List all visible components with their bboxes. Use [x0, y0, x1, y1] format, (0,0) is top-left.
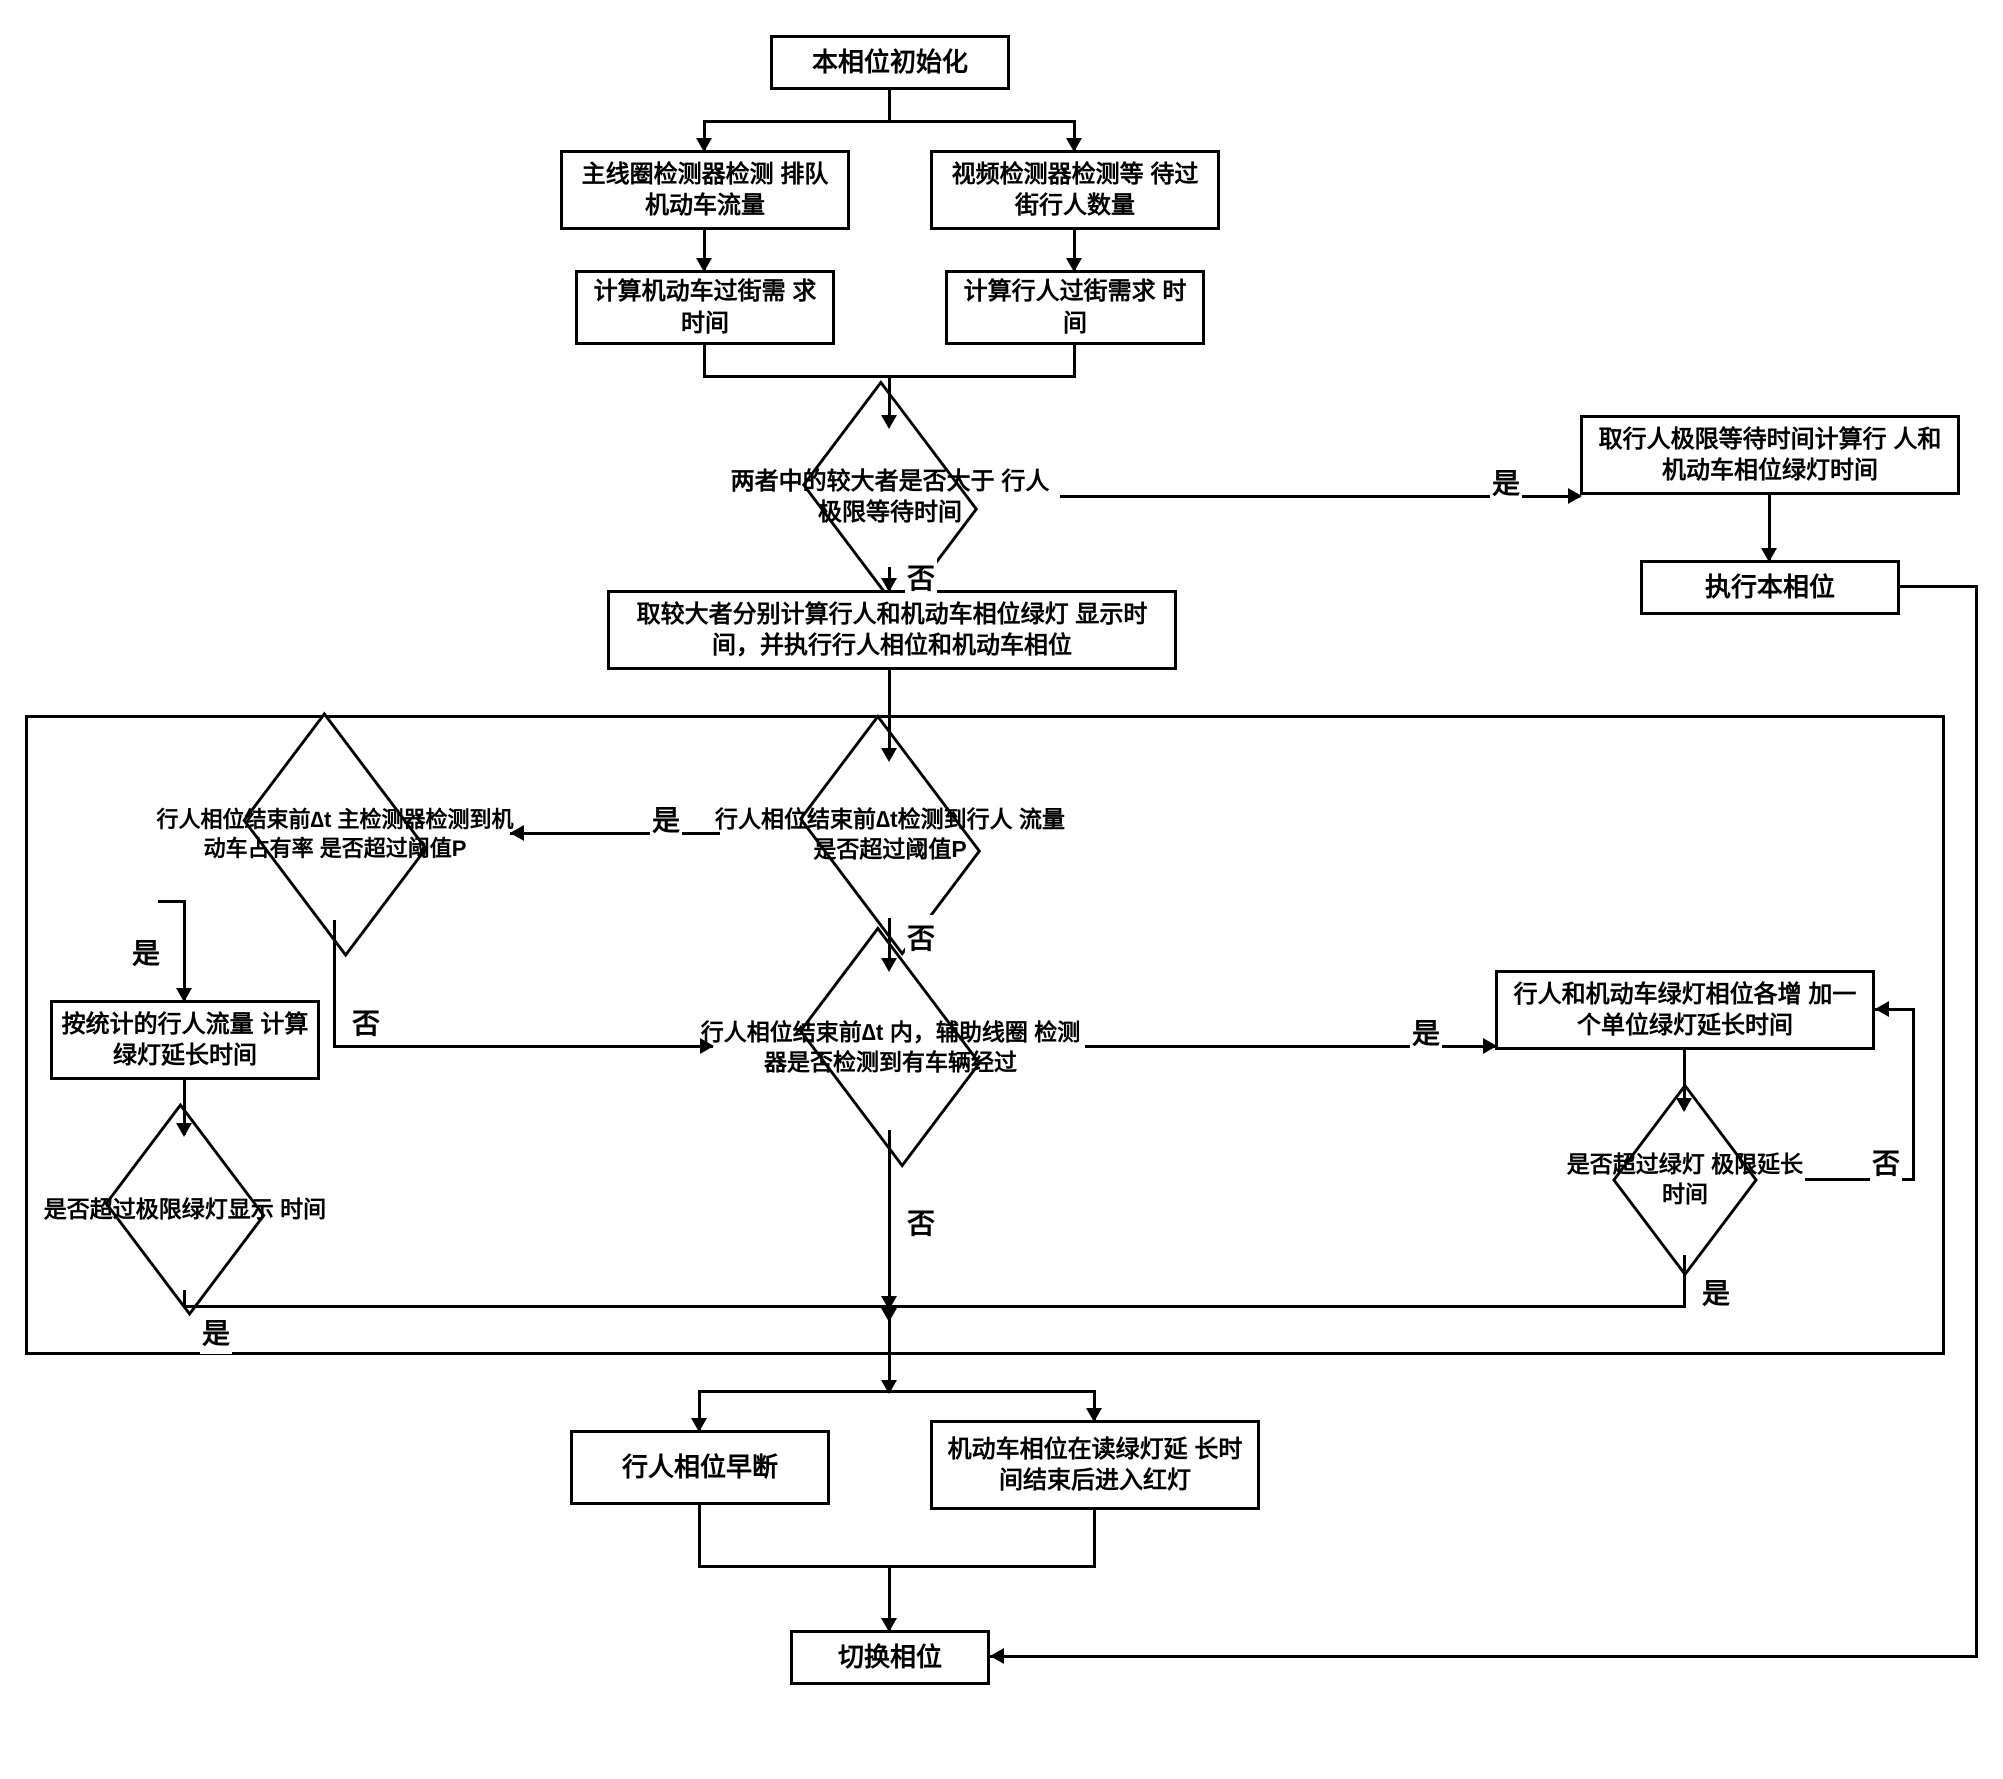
text: 视频检测器检测等 待过街行人数量 [941, 159, 1209, 221]
label-yes: 是 [130, 930, 162, 974]
edge [1073, 345, 1076, 375]
node-exec-phase: 执行本相位 [1640, 560, 1900, 615]
node-limit-time: 取行人极限等待时间计算行 人和机动车相位绿灯时间 [1580, 415, 1960, 495]
arrow-icon [881, 415, 897, 429]
node-init: 本相位初始化 [770, 35, 1010, 90]
arrow-icon [1676, 1098, 1692, 1112]
arrow-icon [1875, 1001, 1889, 1017]
edge [183, 1290, 186, 1305]
arrow-icon [696, 258, 712, 272]
edge [158, 900, 186, 903]
node-calc-display: 取较大者分别计算行人和机动车相位绿灯 显示时间，并执行行人相位和机动车相位 [607, 590, 1177, 670]
decision-limit-green: 是否超过极限绿灯显示 时间 [30, 1120, 340, 1300]
edge [703, 345, 706, 375]
text: 计算机动车过街需 求时间 [586, 276, 824, 338]
text: 执行本相位 [1705, 571, 1835, 605]
node-add-unit: 行人和机动车绿灯相位各增 加一个单位绿灯延长时间 [1495, 970, 1875, 1050]
node-calc-extend: 按统计的行人流量 计算绿灯延长时间 [50, 1000, 320, 1080]
label-yes: 是 [1700, 1270, 1732, 1314]
decision-aux-detector: 行人相位结束前∆t 内，辅助线圈 检测器是否检测到有车辆经过 [683, 950, 1098, 1145]
arrow-icon [1066, 138, 1082, 152]
edge [888, 1305, 1686, 1308]
arrow-icon [696, 138, 712, 152]
decision-vehicle-occupy: 行人相位结束前∆t 主检测器检测到机动车占有率 是否超过阈值P [145, 735, 525, 935]
node-calc-pedestrian: 计算行人过街需求 时间 [945, 270, 1205, 345]
text: 计算行人过街需求 时间 [956, 276, 1194, 338]
arrow-icon [176, 988, 192, 1002]
edge [888, 90, 891, 120]
text: 是否超过极限绿灯显示 时间 [35, 1191, 335, 1229]
text: 取较大者分别计算行人和机动车相位绿灯 显示时间，并执行行人相位和机动车相位 [618, 599, 1166, 661]
label-no: 否 [905, 555, 937, 599]
edge [333, 1045, 713, 1048]
edge [1975, 585, 1978, 1658]
label-yes: 是 [1410, 1010, 1442, 1054]
edge [698, 1505, 701, 1565]
text: 行人相位早断 [622, 1451, 778, 1485]
text: 行人相位结束前∆t 主检测器检测到机动车占有率 是否超过阈值P [150, 802, 520, 867]
text: 机动车相位在读绿灯延 长时间结束后进入红灯 [941, 1434, 1249, 1496]
edge [510, 832, 720, 835]
text: 行人相位结束前∆t 内，辅助线圈 检测器是否检测到有车辆经过 [691, 1014, 1091, 1082]
text: 两者中的较大者是否大于 行人极限等待时间 [720, 462, 1060, 532]
edge [1900, 585, 1978, 588]
arrow-icon [1761, 548, 1777, 562]
arrow-icon [881, 1380, 897, 1394]
arrow-icon [1066, 258, 1082, 272]
arrow-icon [881, 748, 897, 762]
arrow-icon [990, 1648, 1004, 1664]
label-no: 否 [350, 1000, 382, 1044]
node-switch-phase: 切换相位 [790, 1630, 990, 1685]
arrow-icon [881, 1618, 897, 1632]
edge [888, 1130, 891, 1390]
edge [1683, 1255, 1686, 1308]
text: 切换相位 [838, 1641, 942, 1675]
text: 主线圈检测器检测 排队机动车流量 [571, 159, 839, 221]
node-vehicle-red: 机动车相位在读绿灯延 长时间结束后进入红灯 [930, 1420, 1260, 1510]
arrow-icon [881, 958, 897, 972]
text: 本相位初始化 [812, 46, 968, 80]
label-no: 否 [905, 915, 937, 959]
edge [333, 920, 336, 1045]
edge [1912, 1008, 1915, 1181]
edge [990, 1655, 1978, 1658]
decision-max-wait: 两者中的较大者是否大于 行人极限等待时间 [710, 407, 1070, 587]
label-yes: 是 [1490, 460, 1522, 504]
label-yes: 是 [650, 797, 682, 841]
text: 行人和机动车绿灯相位各增 加一个单位绿灯延长时间 [1506, 979, 1864, 1041]
arrow-icon [881, 1308, 897, 1322]
edge [703, 120, 1075, 123]
arrow-icon [691, 1418, 707, 1432]
arrow-icon [1568, 488, 1582, 504]
label-no: 否 [905, 1200, 937, 1244]
node-video-detector: 视频检测器检测等 待过街行人数量 [930, 150, 1220, 230]
edge [888, 670, 891, 758]
node-ped-early: 行人相位早断 [570, 1430, 830, 1505]
decision-green-limit: 是否超过绿灯 极限延长时间 [1555, 1095, 1815, 1265]
text: 行人相位结束前∆t检测到行人 流量是否超过阈值P [705, 801, 1075, 869]
node-calc-vehicle: 计算机动车过街需 求时间 [575, 270, 835, 345]
node-main-detector: 主线圈检测器检测 排队机动车流量 [560, 150, 850, 230]
edge [183, 900, 186, 1000]
text: 取行人极限等待时间计算行 人和机动车相位绿灯时间 [1591, 424, 1949, 486]
edge [1093, 1510, 1096, 1565]
arrow-icon [881, 578, 897, 592]
edge [698, 1565, 1096, 1568]
text: 是否超过绿灯 极限延长时间 [1560, 1146, 1810, 1214]
arrow-icon [176, 1123, 192, 1137]
edge [183, 1305, 891, 1308]
label-yes: 是 [200, 1310, 232, 1354]
decision-ped-flow: 行人相位结束前∆t检测到行人 流量是否超过阈值P [695, 740, 1085, 930]
text: 按统计的行人流量 计算绿灯延长时间 [61, 1009, 309, 1071]
label-no: 否 [1870, 1140, 1902, 1184]
arrow-icon [1483, 1038, 1497, 1054]
arrow-icon [1086, 1408, 1102, 1422]
